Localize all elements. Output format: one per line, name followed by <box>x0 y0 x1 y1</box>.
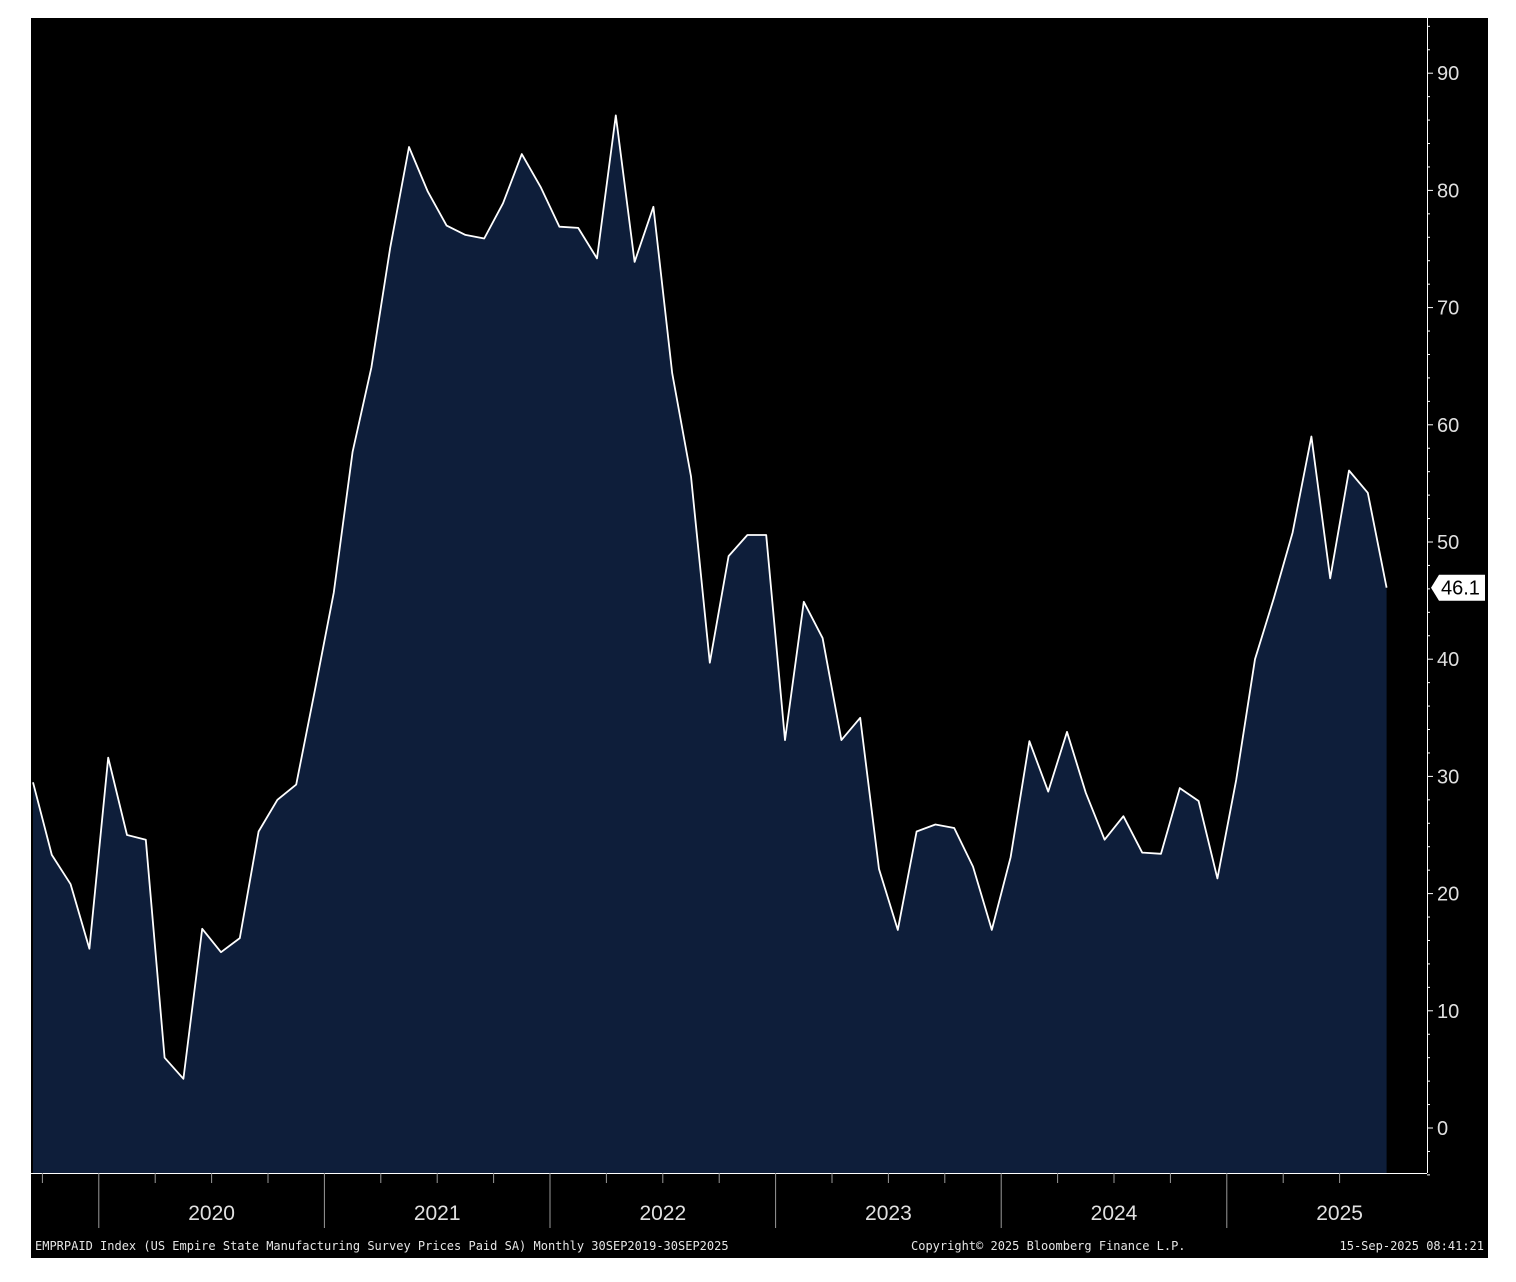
y-tick-label: 60 <box>1437 415 1459 437</box>
y-tick-label: 70 <box>1437 298 1459 320</box>
x-year-label: 2025 <box>1316 1202 1363 1225</box>
footer-copyright: Copyright© 2025 Bloomberg Finance L.P. <box>911 1239 1186 1253</box>
x-year-label: 2022 <box>639 1202 686 1225</box>
footer-series-description: EMPRPAID Index (US Empire State Manufact… <box>35 1239 729 1253</box>
chart-footer: EMPRPAID Index (US Empire State Manufact… <box>31 1236 1488 1256</box>
y-tick-label: 90 <box>1437 63 1459 85</box>
price-paid-chart: 0 10 20 30 40 50 60 70 80 90 46.1 2020 2021 2022 2023 2… <box>31 18 1485 1228</box>
y-tick-label: 20 <box>1437 884 1459 906</box>
y-tick-label: 80 <box>1437 180 1459 202</box>
y-tick-label: 40 <box>1437 649 1459 671</box>
y-tick-label: 30 <box>1437 766 1459 788</box>
y-tick-label: 50 <box>1437 532 1459 554</box>
last-value-label: 46.1 <box>1441 578 1480 600</box>
y-tick-label: 0 <box>1437 1118 1448 1140</box>
area-fill <box>33 115 1387 1173</box>
last-value-tag <box>1431 574 1485 601</box>
footer-timestamp: 15-Sep-2025 08:41:21 <box>1339 1239 1485 1253</box>
x-year-label: 2021 <box>414 1202 461 1225</box>
x-year-label: 2024 <box>1091 1202 1138 1225</box>
x-year-label: 2023 <box>865 1202 912 1225</box>
y-tick-label: 10 <box>1437 1001 1459 1023</box>
x-year-label: 2020 <box>188 1202 235 1225</box>
chart-frame: 0 10 20 30 40 50 60 70 80 90 46.1 2020 2021 2022 2023 2… <box>31 18 1488 1258</box>
